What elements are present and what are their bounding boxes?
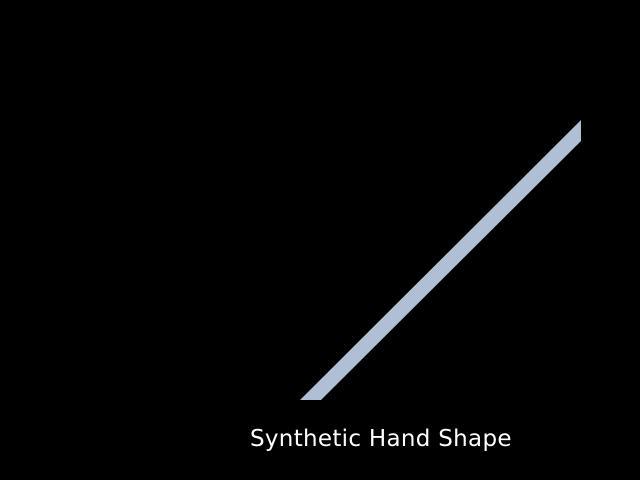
- caption-text: Synthetic Hand Shape: [250, 426, 512, 452]
- diagonal-stripe: [300, 120, 581, 400]
